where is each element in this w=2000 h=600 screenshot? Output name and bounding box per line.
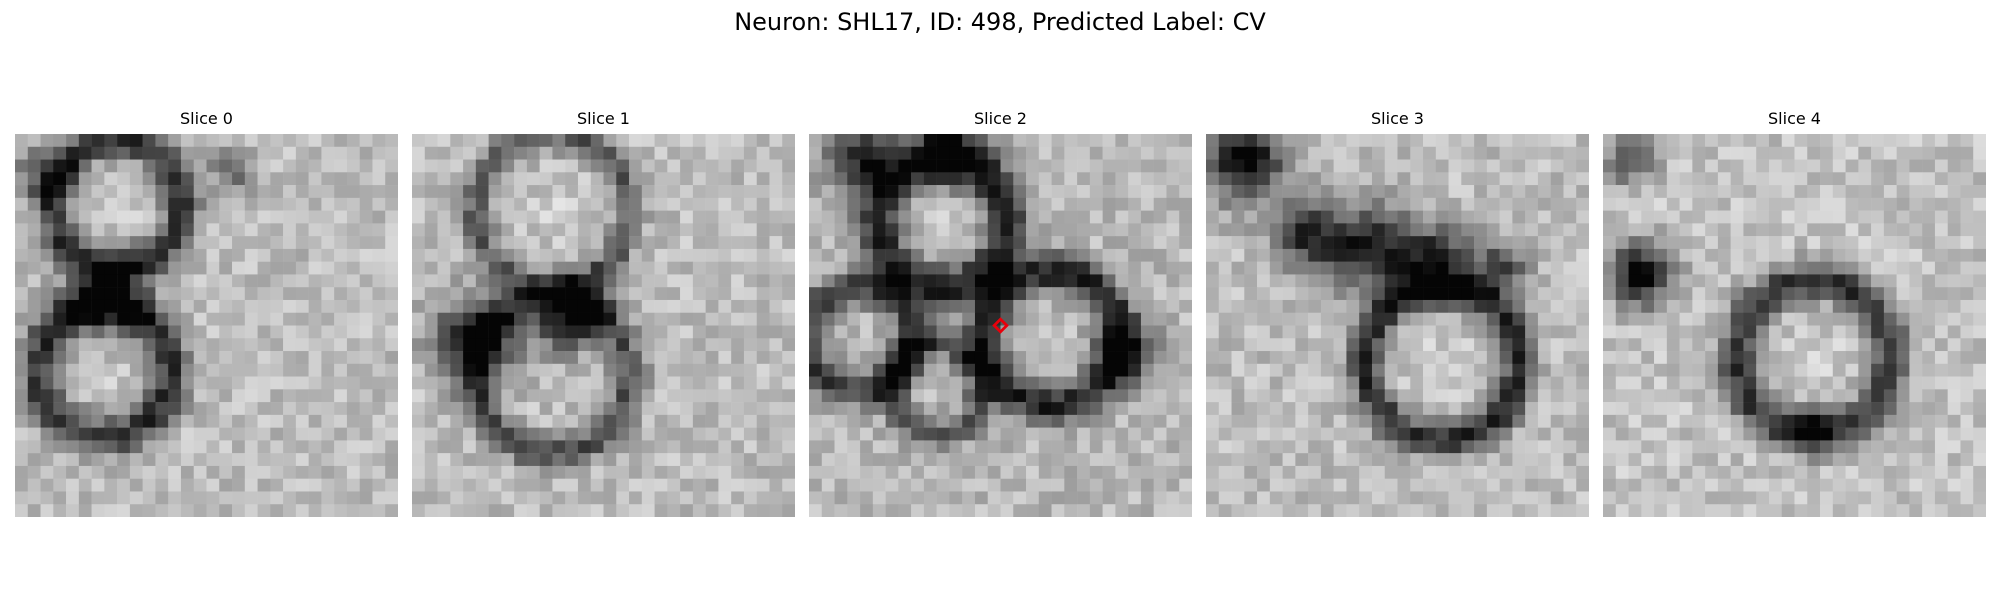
slice-title-4: Slice 4 (1768, 109, 1821, 128)
slice-image-2 (809, 134, 1192, 517)
slice-title-2: Slice 2 (974, 109, 1027, 128)
slice-image-1 (412, 134, 795, 517)
slice-image-3 (1206, 134, 1589, 517)
figure-title: Neuron: SHL17, ID: 498, Predicted Label:… (734, 8, 1266, 36)
slice-title-3: Slice 3 (1371, 109, 1424, 128)
slice-image-4 (1603, 134, 1986, 517)
slice-panel-4: Slice 4 (1603, 108, 1986, 517)
slice-image-0 (15, 134, 398, 517)
slice-panel-3: Slice 3 (1206, 108, 1589, 517)
center-marker (992, 317, 1009, 334)
slice-panel-0: Slice 0 (15, 108, 398, 517)
slice-title-1: Slice 1 (577, 109, 630, 128)
slice-panel-1: Slice 1 (412, 108, 795, 517)
slice-title-0: Slice 0 (180, 109, 233, 128)
slice-panel-2: Slice 2 (809, 108, 1192, 517)
